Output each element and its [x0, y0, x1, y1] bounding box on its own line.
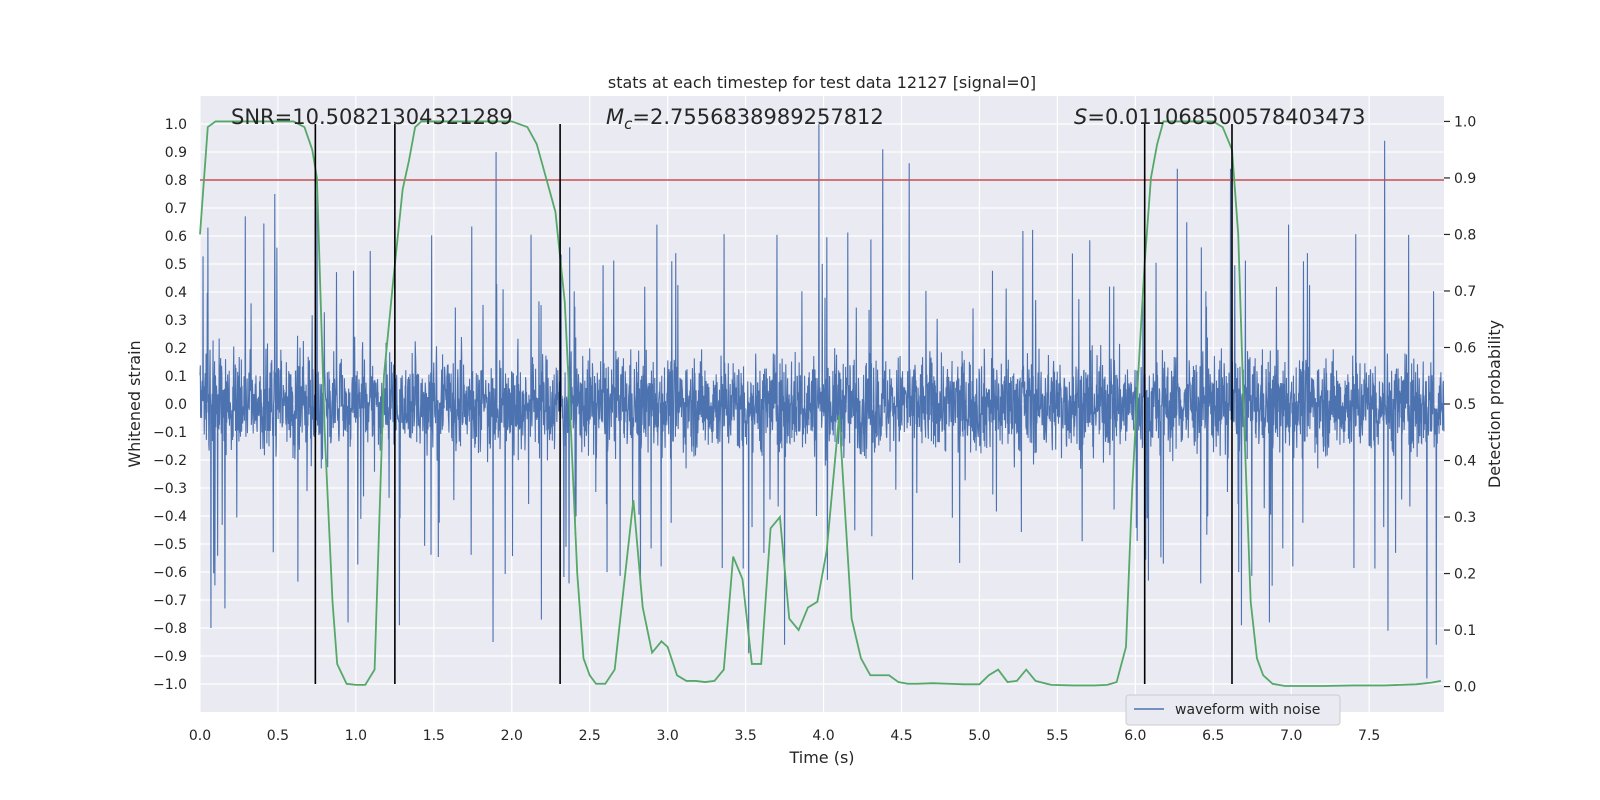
y-left-tick-label: −0.1	[153, 425, 187, 441]
y-right-tick-label: 0.2	[1454, 567, 1476, 583]
y-left-tick-label: −0.5	[153, 537, 187, 553]
chirp-mass-subscript: c	[624, 115, 633, 133]
x-axis-ticks: 0.0 0.5 1.0 1.5 2.0 2.5 3.0 3.5 4.0 4.5 5.0 5.5 6.0 6…	[189, 728, 1380, 744]
y-right-tick-label: 0.7	[1454, 284, 1476, 300]
y-left-axis-ticks: 1.0 0.9 0.8 0.7 0.6 0.5 0.4 0.3 0.2 0.1 0.0 −0.1 −0.…	[153, 117, 187, 693]
x-tick-label: 1.0	[345, 728, 367, 744]
y-left-tick-label: 0.5	[165, 257, 187, 273]
x-tick-label: 6.0	[1124, 728, 1146, 744]
y-left-tick-label: 0.7	[165, 201, 187, 217]
y-left-tick-label: 0.4	[165, 285, 187, 301]
y-right-tick-label: 0.3	[1454, 510, 1476, 526]
x-axis-label: Time (s)	[788, 748, 854, 767]
vertical-lines	[314, 124, 1233, 684]
y-right-axis-ticks: 1.0 0.9 0.8 0.7 0.6 0.5 0.4 0.3 0.2 0.1 0.0	[1444, 114, 1476, 696]
y-left-tick-label: 0.0	[165, 397, 187, 413]
y-right-tick-label: 0.4	[1454, 454, 1476, 470]
x-tick-label: 6.5	[1202, 728, 1224, 744]
y-left-tick-label: −0.3	[153, 481, 187, 497]
y-right-tick-label: 0.8	[1454, 227, 1476, 243]
s-value: =0.011068500578403473	[1087, 105, 1365, 129]
y-left-tick-label: −1.0	[153, 677, 187, 693]
chirp-mass-annotation: Mc=2.7556838989257812	[606, 105, 884, 133]
x-tick-label: 7.0	[1280, 728, 1302, 744]
waveform-line	[199, 123, 1445, 679]
x-tick-label: 2.0	[501, 728, 523, 744]
x-tick-label: 2.5	[579, 728, 601, 744]
y-left-tick-label: 0.6	[165, 229, 187, 245]
x-tick-label: 3.5	[734, 728, 756, 744]
y-right-tick-label: 0.0	[1454, 680, 1476, 696]
chart-title: stats at each timestep for test data 121…	[608, 73, 1036, 92]
y-left-tick-label: −0.4	[153, 509, 187, 525]
y-left-tick-label: 0.8	[165, 173, 187, 189]
y-left-tick-label: 0.2	[165, 341, 187, 357]
probability-series	[199, 120, 1442, 687]
y-right-tick-label: 0.9	[1454, 171, 1476, 187]
y-left-tick-label: 0.9	[165, 145, 187, 161]
chirp-mass-value: =2.7556838989257812	[632, 105, 883, 129]
legend: waveform with noise	[1125, 694, 1341, 726]
x-tick-label: 4.0	[812, 728, 834, 744]
s-symbol: S	[1074, 105, 1087, 129]
y-right-tick-label: 0.5	[1454, 397, 1476, 413]
probability-line	[199, 120, 1442, 687]
x-tick-label: 4.5	[890, 728, 912, 744]
x-tick-label: 5.0	[968, 728, 990, 744]
y-right-tick-label: 0.1	[1454, 623, 1476, 639]
y-left-tick-label: 0.1	[165, 369, 187, 385]
y-right-axis-label: Detection probability	[1485, 320, 1504, 488]
x-tick-label: 7.5	[1358, 728, 1380, 744]
x-tick-label: 5.5	[1046, 728, 1068, 744]
y-right-tick-label: 0.6	[1454, 340, 1476, 356]
waveform-series	[199, 123, 1445, 679]
y-left-axis-label: Whitened strain	[125, 340, 144, 467]
s-annotation: S=0.011068500578403473	[1074, 105, 1365, 129]
chirp-mass-symbol: M	[606, 105, 624, 129]
snr-annotation: SNR=10.50821304321289	[231, 105, 513, 129]
y-left-tick-label: −0.2	[153, 453, 187, 469]
legend-label-waveform: waveform with noise	[1175, 702, 1320, 718]
x-tick-label: 0.5	[267, 728, 289, 744]
legend-box	[1125, 694, 1341, 726]
y-left-tick-label: −0.8	[153, 621, 187, 637]
y-left-tick-label: 0.3	[165, 313, 187, 329]
x-tick-label: 1.5	[423, 728, 445, 744]
x-tick-label: 0.0	[189, 728, 211, 744]
y-left-tick-label: −0.6	[153, 565, 187, 581]
y-left-tick-label: 1.0	[165, 117, 187, 133]
y-left-tick-label: −0.7	[153, 593, 187, 609]
y-left-tick-label: −0.9	[153, 649, 187, 665]
y-right-tick-label: 1.0	[1454, 114, 1476, 130]
x-tick-label: 3.0	[657, 728, 679, 744]
